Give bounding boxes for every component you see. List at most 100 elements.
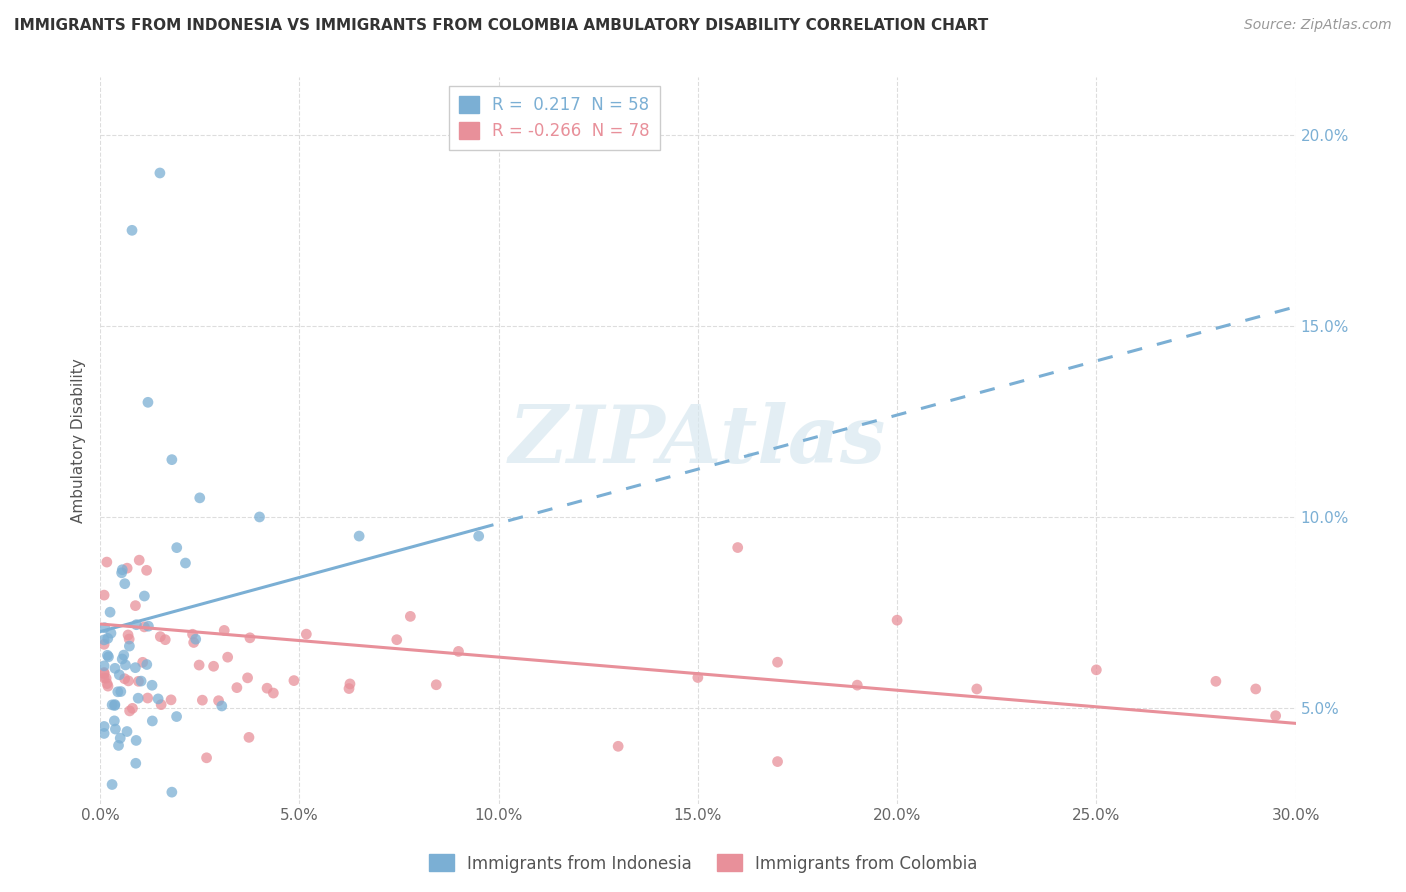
Point (93, 666, 115, 681)
Point (135, 657, 157, 672)
Point (104, 698, 127, 713)
Point (118, 632, 141, 646)
Point (425, 678, 447, 692)
Point (149, 166, 172, 180)
Point (96, 676, 118, 690)
Point (100, 626, 122, 640)
Point (283, 673, 305, 688)
Point (160, 785, 183, 799)
Point (1205, 674, 1227, 689)
Point (110, 731, 132, 746)
Point (135, 563, 157, 577)
Point (146, 692, 169, 706)
Point (136, 395, 159, 409)
Point (138, 619, 160, 633)
Point (166, 541, 188, 555)
Point (207, 694, 229, 708)
Point (211, 698, 233, 713)
Point (107, 739, 129, 753)
Y-axis label: Ambulatory Disability: Ambulatory Disability (72, 359, 86, 523)
Point (141, 678, 163, 692)
Point (262, 686, 284, 700)
Point (111, 563, 134, 577)
Point (183, 635, 205, 649)
Point (212, 624, 235, 638)
Point (97, 649, 120, 664)
Point (134, 589, 156, 603)
Point (160, 693, 183, 707)
Point (103, 714, 125, 728)
Point (766, 655, 789, 669)
Point (127, 691, 149, 706)
Point (217, 650, 239, 665)
Point (93, 726, 115, 740)
Point (93, 637, 115, 651)
Point (886, 613, 908, 627)
Point (191, 693, 214, 707)
Point (181, 627, 204, 641)
Point (98, 605, 121, 619)
Legend: Immigrants from Indonesia, Immigrants from Colombia: Immigrants from Indonesia, Immigrants fr… (422, 847, 984, 880)
Point (93, 588, 115, 602)
Text: IMMIGRANTS FROM INDONESIA VS IMMIGRANTS FROM COLOMBIA AMBULATORY DISABILITY CORR: IMMIGRANTS FROM INDONESIA VS IMMIGRANTS … (14, 18, 988, 33)
Point (607, 739, 630, 754)
Point (125, 756, 148, 771)
Point (399, 609, 422, 624)
Point (104, 722, 127, 736)
Point (131, 656, 153, 670)
Point (249, 510, 271, 524)
Point (118, 704, 141, 718)
Point (115, 561, 138, 575)
Point (339, 677, 361, 691)
Point (93, 671, 115, 685)
Point (846, 678, 869, 692)
Point (1244, 681, 1267, 696)
Point (107, 685, 129, 699)
Point (134, 620, 156, 634)
Point (155, 632, 177, 647)
Point (111, 566, 134, 580)
Point (238, 731, 260, 745)
Point (93, 658, 115, 673)
Point (347, 529, 370, 543)
Point (101, 777, 124, 791)
Point (184, 632, 207, 647)
Point (93, 632, 115, 647)
Point (966, 681, 988, 696)
Point (141, 714, 163, 728)
Point (114, 657, 136, 672)
Point (295, 627, 318, 641)
Point (125, 617, 148, 632)
Point (128, 553, 150, 567)
Point (188, 658, 211, 673)
Point (93, 719, 115, 733)
Point (125, 733, 148, 747)
Point (97, 679, 120, 693)
Point (101, 698, 124, 712)
Point (136, 691, 159, 706)
Point (110, 684, 132, 698)
Point (174, 556, 197, 570)
Point (149, 630, 172, 644)
Point (1264, 708, 1286, 723)
Point (108, 668, 131, 682)
Point (93, 665, 115, 680)
Point (236, 671, 259, 685)
Point (337, 681, 360, 696)
Point (117, 628, 139, 642)
Point (121, 223, 143, 237)
Point (124, 599, 146, 613)
Point (93, 621, 115, 635)
Point (150, 698, 173, 712)
Point (225, 681, 247, 695)
Legend: R =  0.217  N = 58, R = -0.266  N = 78: R = 0.217 N = 58, R = -0.266 N = 78 (449, 86, 659, 151)
Point (121, 701, 143, 715)
Point (1085, 663, 1108, 677)
Point (188, 491, 211, 505)
Point (104, 661, 127, 675)
Point (111, 652, 134, 666)
Point (766, 755, 789, 769)
Point (256, 681, 278, 696)
Text: Source: ZipAtlas.com: Source: ZipAtlas.com (1244, 18, 1392, 32)
Point (127, 674, 149, 689)
